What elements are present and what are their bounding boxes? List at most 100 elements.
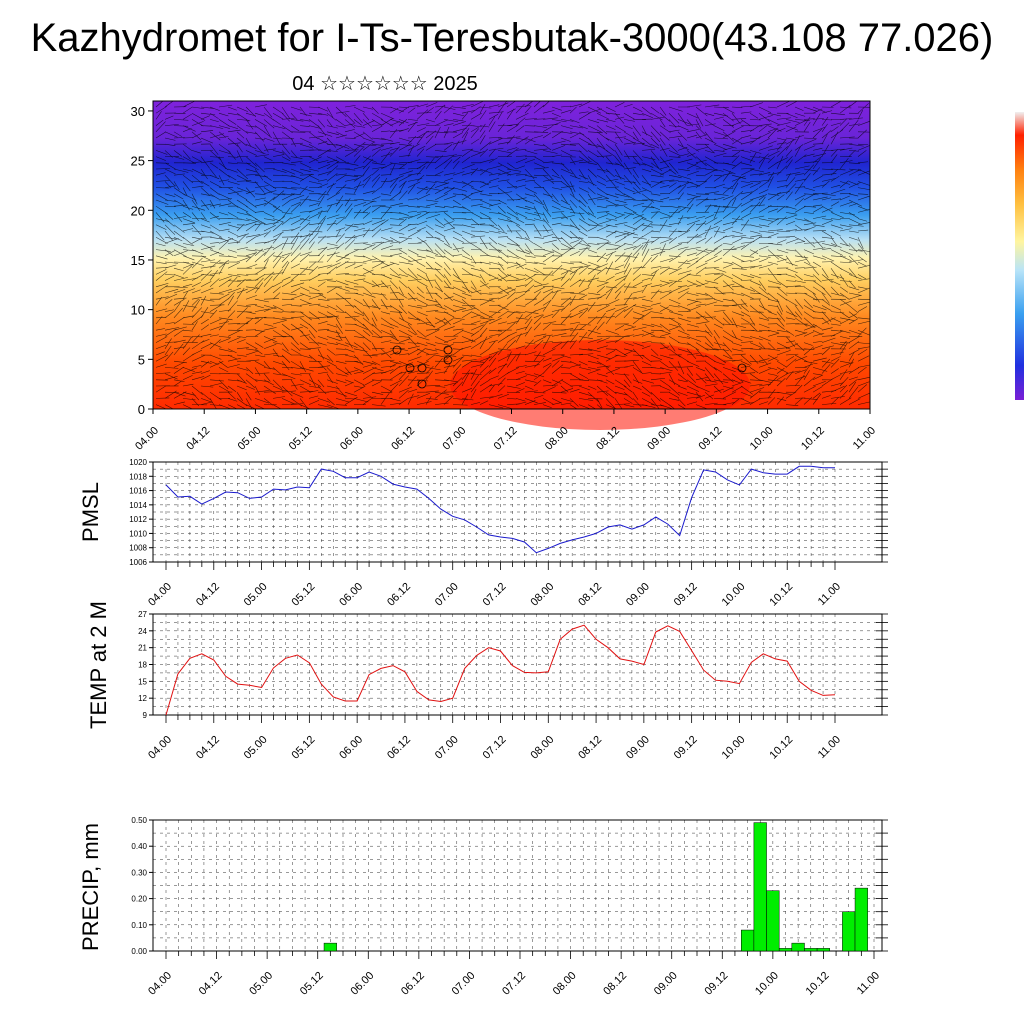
wind-barb — [371, 283, 384, 288]
wind-barb — [713, 106, 729, 108]
wind-barb — [227, 310, 236, 318]
wind-barb — [173, 329, 184, 337]
wind-barb — [812, 156, 823, 164]
wind-barb — [182, 150, 191, 160]
wind-barb — [155, 121, 166, 132]
y-tick-label: 25 — [131, 154, 145, 169]
wind-barb — [632, 168, 639, 178]
wind-barb — [839, 180, 849, 188]
wind-barb — [605, 178, 619, 182]
wind-barb — [551, 323, 566, 326]
wind-barb — [452, 330, 464, 337]
wind-barb — [335, 254, 349, 263]
wind-barb — [848, 274, 862, 280]
wind-barb — [515, 165, 525, 170]
wind-barb — [272, 385, 284, 391]
wind-barb — [461, 292, 472, 297]
wind-barb — [479, 292, 493, 295]
wind-barb — [344, 203, 353, 213]
wind-barb — [758, 189, 769, 195]
wind-barb — [749, 348, 762, 350]
wind-barb — [173, 181, 180, 191]
wind-barb — [182, 243, 195, 247]
wind-barb — [524, 174, 538, 179]
wind-barb — [254, 162, 265, 173]
wind-barb — [677, 241, 689, 244]
wind-barb — [677, 119, 692, 125]
wind-barb — [272, 205, 281, 213]
wind-barb — [479, 298, 495, 302]
wind-barb — [542, 362, 552, 368]
wind-barb — [254, 398, 270, 404]
wind-barb — [398, 305, 407, 315]
wind-barb — [497, 212, 511, 219]
wind-barb — [407, 205, 420, 208]
wind-barb — [218, 131, 227, 138]
wind-barb — [344, 342, 358, 348]
wind-barb — [695, 385, 710, 393]
wind-barb — [272, 218, 284, 223]
wind-barb — [695, 255, 705, 263]
wind-barb — [497, 123, 505, 132]
wind-barb — [695, 342, 709, 351]
wind-barb — [551, 222, 562, 226]
wind-barb — [758, 255, 771, 258]
wind-barb — [713, 305, 729, 307]
wind-barb — [416, 109, 429, 120]
wind-barb — [758, 358, 770, 362]
wind-barb — [335, 260, 349, 269]
wind-barb — [164, 185, 176, 188]
wind-barb — [182, 315, 195, 319]
wind-barb — [308, 294, 324, 300]
wind-barb — [659, 291, 673, 300]
wind-barb — [578, 367, 591, 371]
wind-barb — [227, 348, 237, 354]
wind-barb — [227, 404, 238, 410]
wind-barb — [470, 388, 477, 399]
wind-barb — [317, 190, 327, 201]
wind-barb — [452, 127, 467, 133]
wind-barb — [704, 150, 714, 154]
wind-barb — [506, 398, 517, 400]
wind-barb — [281, 311, 295, 313]
wind-barb — [182, 283, 193, 288]
x-tick-label: 08.00 — [528, 734, 556, 762]
precip-axis-label: PRECIP, mm — [78, 823, 103, 951]
wind-barb — [362, 286, 373, 295]
wind-barb — [236, 187, 251, 194]
wind-barb — [551, 305, 565, 308]
wind-barb — [182, 143, 193, 151]
wind-barb — [218, 360, 228, 368]
wind-barb — [668, 144, 678, 153]
wind-barb — [218, 198, 233, 201]
chart-subtitle: 04 ☆☆☆☆☆☆ 2025 — [292, 73, 478, 95]
wind-barb — [371, 148, 381, 157]
wind-barb — [263, 367, 276, 370]
wind-barb — [434, 186, 449, 195]
wind-barb — [182, 228, 194, 232]
wind-barb — [227, 119, 237, 125]
wind-barb — [218, 367, 229, 373]
wind-barb — [569, 236, 584, 239]
wind-barb — [623, 308, 634, 318]
wind-barb — [461, 311, 472, 319]
wind-barb — [749, 354, 759, 364]
wind-barb — [650, 367, 664, 370]
wind-barb — [596, 198, 609, 201]
wind-barb — [479, 298, 494, 306]
wind-barb — [281, 303, 293, 306]
wind-barb — [542, 398, 555, 405]
wind-barb — [650, 342, 665, 344]
wind-barb — [479, 123, 486, 132]
wind-barb — [740, 135, 751, 139]
wind-barb — [524, 339, 534, 349]
wind-barb — [848, 268, 858, 279]
wind-barb — [686, 305, 701, 312]
wind-barb — [830, 292, 844, 297]
wind-barb — [227, 236, 239, 242]
wind-barb — [668, 230, 682, 233]
wind-barb — [236, 150, 243, 163]
wind-barb — [506, 218, 521, 226]
wind-barb — [758, 323, 770, 329]
wind-barb — [758, 379, 773, 384]
